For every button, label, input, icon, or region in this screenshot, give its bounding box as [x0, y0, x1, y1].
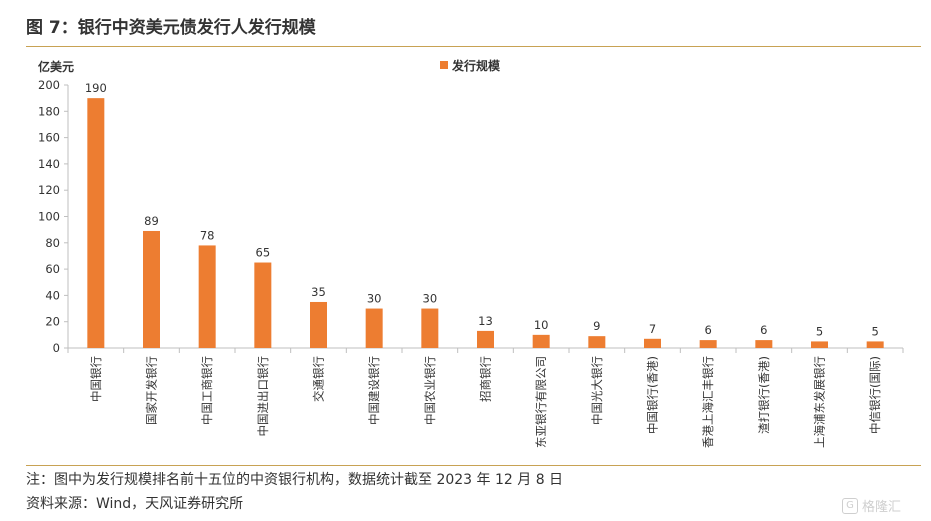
header-divider — [26, 46, 921, 47]
category-label: 中国农业银行 — [423, 356, 437, 425]
watermark: G 格隆汇 — [841, 496, 901, 515]
category-label: 国家开发银行 — [145, 356, 159, 425]
bar — [532, 334, 550, 348]
y-tick-label: 40 — [45, 288, 60, 302]
data-label: 78 — [200, 228, 215, 242]
data-label: 89 — [144, 214, 159, 228]
y-tick-label: 200 — [38, 78, 60, 92]
bar — [87, 98, 105, 349]
category-label: 中信银行(国际) — [868, 356, 882, 434]
y-axis: 0 20 40 60 80 100 120 140 160 180 200 — [38, 78, 69, 355]
y-tick-label: 160 — [38, 131, 60, 145]
figure-title: 图 7：银行中资美元债发行人发行规模 — [26, 18, 316, 38]
data-label: 10 — [534, 318, 549, 332]
bar — [421, 308, 439, 348]
category-labels: 中国银行 国家开发银行 中国工商银行 中国进出口银行 交通银行 中国建设银行 中国农业银行 招… — [89, 356, 882, 448]
bar — [588, 336, 606, 348]
bar — [365, 308, 383, 348]
data-label: 6 — [705, 323, 712, 337]
data-label: 5 — [872, 324, 879, 338]
footnote: 注：图中为发行规模排名前十五位的中资银行机构，数据统计截至 2023 年 12 … — [26, 472, 564, 488]
category-label: 中国光大银行 — [590, 356, 604, 425]
data-label: 13 — [478, 314, 493, 328]
x-axis — [67, 347, 904, 353]
data-label: 6 — [760, 323, 767, 337]
y-tick-label: 100 — [38, 210, 60, 224]
source-note: 资料来源：Wind，天风证券研究所 — [26, 496, 244, 512]
category-label: 中国进出口银行 — [256, 356, 270, 437]
data-label: 30 — [423, 292, 438, 306]
y-tick-label: 180 — [38, 104, 60, 118]
watermark-text: 格隆汇 — [861, 500, 901, 515]
data-label: 65 — [256, 246, 271, 260]
bar — [254, 262, 272, 348]
data-label: 30 — [367, 292, 382, 306]
bar — [699, 340, 717, 348]
category-label: 香港上海汇丰银行 — [701, 356, 715, 448]
y-axis-unit: 亿美元 — [38, 59, 74, 74]
data-label: 190 — [85, 81, 107, 95]
y-tick-label: 60 — [45, 262, 60, 276]
category-label: 交通银行 — [312, 356, 326, 402]
footer-divider — [26, 465, 921, 466]
data-label: 9 — [593, 319, 600, 333]
category-label: 招商银行 — [479, 356, 493, 402]
bar — [198, 245, 216, 348]
y-tick-label: 0 — [53, 341, 60, 355]
bar — [310, 301, 327, 348]
legend: 发行规模 — [440, 58, 501, 73]
bar — [755, 340, 773, 348]
bar-series — [87, 98, 884, 349]
bar — [866, 341, 884, 348]
category-label: 中国建设银行 — [367, 356, 381, 425]
category-label: 中国银行 — [89, 356, 103, 402]
bar — [143, 230, 160, 348]
category-label: 东亚银行有限公司 — [534, 356, 548, 448]
y-tick-label: 20 — [45, 315, 60, 329]
data-label: 35 — [311, 285, 326, 299]
data-label: 5 — [816, 324, 823, 338]
bar — [644, 338, 661, 348]
watermark-logo-icon: G — [841, 497, 858, 514]
y-tick-label: 80 — [45, 236, 60, 250]
legend-swatch — [440, 61, 448, 69]
bar — [811, 341, 828, 348]
bar — [477, 330, 494, 348]
data-label: 7 — [649, 322, 656, 336]
category-label: 上海浦东发展银行 — [813, 356, 827, 448]
y-tick-label: 140 — [38, 157, 60, 171]
category-label: 中国银行(香港) — [646, 356, 660, 434]
category-label: 渣打银行(香港) — [757, 356, 771, 434]
category-label: 中国工商银行 — [200, 356, 214, 425]
legend-label: 发行规模 — [451, 58, 501, 73]
y-tick-label: 120 — [38, 183, 60, 197]
